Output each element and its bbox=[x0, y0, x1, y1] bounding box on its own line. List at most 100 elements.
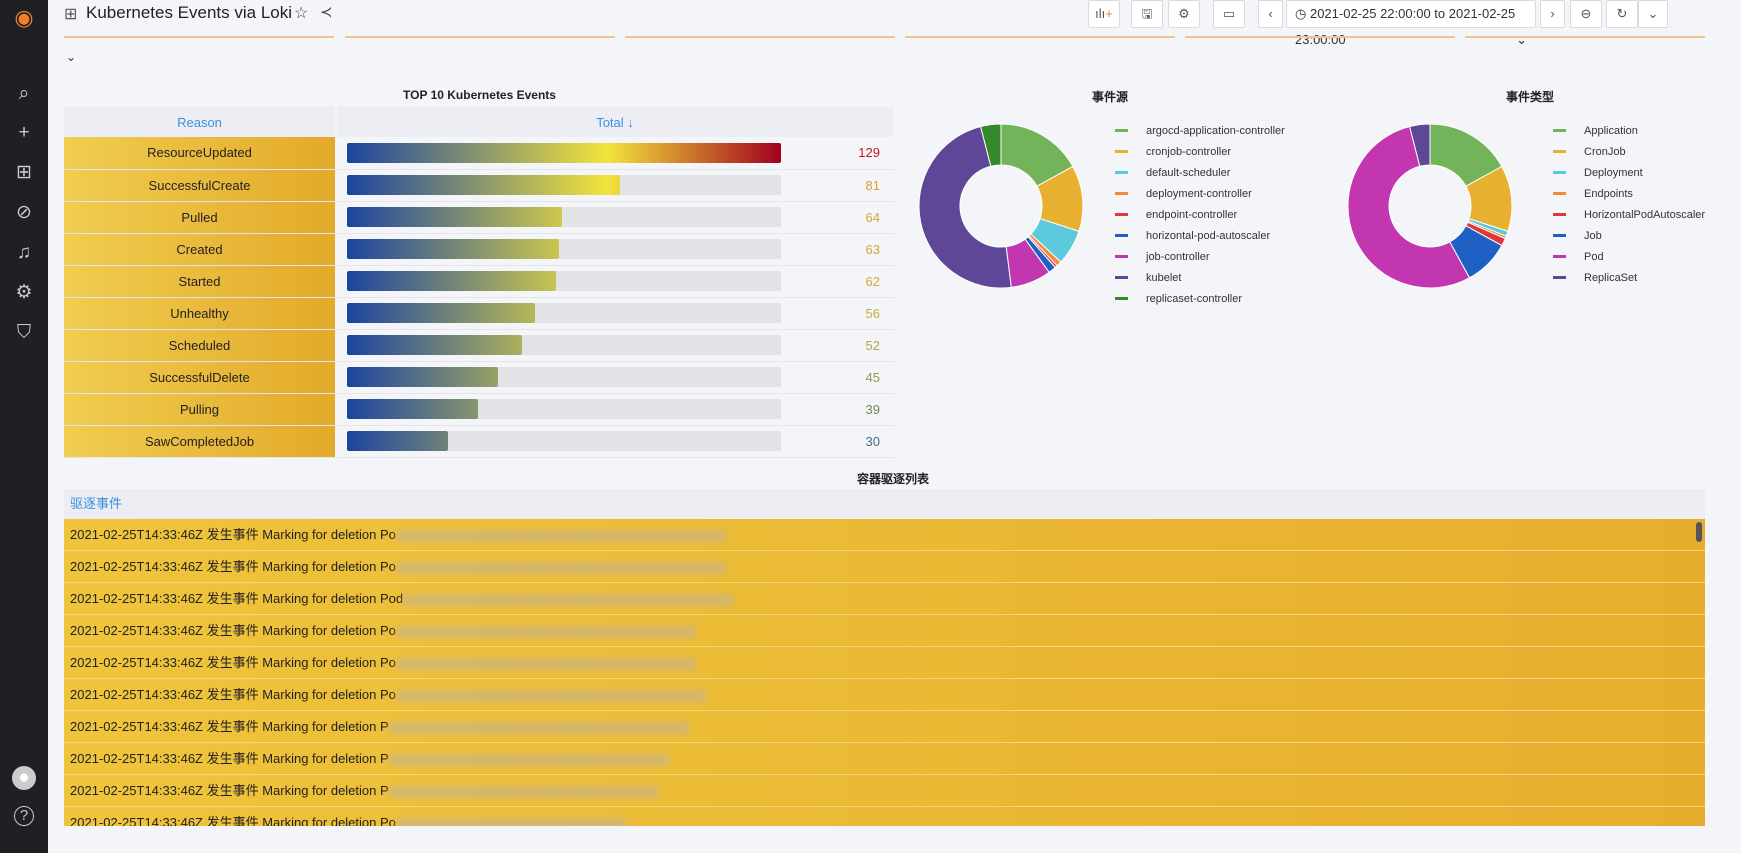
time-picker-button[interactable]: ◷ 2021-02-25 22:00:00 to 2021-02-25 23:0… bbox=[1286, 0, 1536, 47]
shield-icon[interactable]: ⛉ bbox=[16, 322, 32, 343]
time-shift-back-button[interactable]: ‹ bbox=[1258, 0, 1283, 28]
pie-slice-kubelet[interactable] bbox=[918, 125, 1012, 289]
legend-item[interactable]: CronJob bbox=[1553, 141, 1705, 162]
redacted-pod-name bbox=[395, 561, 726, 574]
legend-item[interactable]: Application bbox=[1553, 120, 1705, 141]
log-row[interactable]: 2021-02-25T14:33:46Z 发生事件 Marking for de… bbox=[64, 519, 1705, 551]
total-bar-cell bbox=[336, 233, 794, 266]
table-row: Unhealthy 56 bbox=[64, 297, 894, 330]
legend-item[interactable]: ReplicaSet bbox=[1553, 267, 1705, 288]
redacted-pod-name bbox=[395, 817, 626, 826]
log-row[interactable]: 2021-02-25T14:33:46Z 发生事件 Marking for de… bbox=[64, 743, 1705, 775]
bar-gauge-fill bbox=[347, 207, 563, 227]
legend-item[interactable]: Job bbox=[1553, 225, 1705, 246]
dashboard-settings-button[interactable]: ⚙ bbox=[1168, 0, 1200, 28]
dashboard-navbar: ⊞ Kubernetes Events via Loki ☆ ≺ ılı+ 🖫 … bbox=[48, 0, 1741, 47]
time-shift-forward-button[interactable]: › bbox=[1540, 0, 1565, 28]
reason-cell: SuccessfulDelete bbox=[64, 361, 337, 394]
total-value: 81 bbox=[794, 169, 894, 202]
scrollbar-thumb[interactable] bbox=[1696, 522, 1702, 542]
dashboards-icon[interactable]: ⊞ bbox=[16, 162, 32, 183]
legend-item[interactable]: Deployment bbox=[1553, 162, 1705, 183]
bar-gauge-track bbox=[347, 303, 781, 323]
table-row: Started 62 bbox=[64, 265, 894, 298]
legend-swatch bbox=[1553, 255, 1566, 258]
reason-cell: ResourceUpdated bbox=[64, 137, 337, 170]
search-icon[interactable]: ⌕ bbox=[18, 83, 30, 104]
log-text: 2021-02-25T14:33:46Z 发生事件 Marking for de… bbox=[70, 591, 404, 606]
total-value: 129 bbox=[794, 137, 894, 170]
dashboard-title[interactable]: Kubernetes Events via Loki bbox=[86, 3, 293, 22]
legend-item[interactable]: replicaset-controller bbox=[1115, 288, 1285, 309]
legend-item[interactable]: Endpoints bbox=[1553, 183, 1705, 204]
tv-mode-button[interactable]: ▭ bbox=[1213, 0, 1245, 28]
legend-item[interactable]: endpoint-controller bbox=[1115, 204, 1285, 225]
explore-compass-icon[interactable]: ⊘ bbox=[16, 202, 32, 223]
log-row[interactable]: 2021-02-25T14:33:46Z 发生事件 Marking for de… bbox=[64, 775, 1705, 807]
log-text: 2021-02-25T14:33:46Z 发生事件 Marking for de… bbox=[70, 783, 389, 798]
legend-swatch bbox=[1115, 297, 1128, 300]
total-bar-cell bbox=[336, 393, 794, 426]
log-row[interactable]: 2021-02-25T14:33:46Z 发生事件 Marking for de… bbox=[64, 807, 1705, 826]
pie-slice-pod[interactable] bbox=[1347, 125, 1471, 289]
share-icon[interactable]: ≺ bbox=[320, 4, 333, 21]
legend-label: deployment-controller bbox=[1146, 187, 1252, 200]
reason-cell: Created bbox=[64, 233, 337, 266]
refresh-interval-dropdown[interactable]: ⌄ bbox=[1638, 0, 1668, 28]
event-source-legend: argocd-application-controller cronjob-con… bbox=[1115, 120, 1285, 309]
bar-gauge-fill bbox=[347, 271, 556, 291]
plus-icon[interactable]: + bbox=[18, 122, 30, 143]
redacted-pod-name bbox=[395, 689, 706, 702]
reason-cell: SuccessfulCreate bbox=[64, 169, 337, 202]
log-row[interactable]: 2021-02-25T14:33:46Z 发生事件 Marking for de… bbox=[64, 679, 1705, 711]
pie-slice-replicaset[interactable] bbox=[1408, 123, 1431, 167]
column-header-total[interactable]: Total ↓ bbox=[336, 107, 895, 137]
save-dashboard-button[interactable]: 🖫 bbox=[1131, 0, 1163, 28]
legend-item[interactable]: job-controller bbox=[1115, 246, 1285, 267]
legend-item[interactable]: deployment-controller bbox=[1115, 183, 1285, 204]
legend-swatch bbox=[1553, 234, 1566, 237]
help-icon[interactable]: ? bbox=[14, 806, 34, 826]
legend-item[interactable]: cronjob-controller bbox=[1115, 141, 1285, 162]
legend-item[interactable]: argocd-application-controller bbox=[1115, 120, 1285, 141]
star-icon[interactable]: ☆ bbox=[294, 5, 309, 22]
add-panel-button[interactable]: ılı+ bbox=[1088, 0, 1120, 28]
column-header-reason[interactable]: Reason bbox=[64, 107, 337, 137]
total-value: 64 bbox=[794, 201, 894, 234]
total-value: 56 bbox=[794, 297, 894, 330]
log-row[interactable]: 2021-02-25T14:33:46Z 发生事件 Marking for de… bbox=[64, 711, 1705, 743]
log-row[interactable]: 2021-02-25T14:33:46Z 发生事件 Marking for de… bbox=[64, 583, 1705, 615]
log-row[interactable]: 2021-02-25T14:33:46Z 发生事件 Marking for de… bbox=[64, 551, 1705, 583]
legend-item[interactable]: horizontal-pod-autoscaler bbox=[1115, 225, 1285, 246]
legend-label: kubelet bbox=[1146, 271, 1182, 284]
refresh-button[interactable]: ↻ bbox=[1606, 0, 1638, 28]
legend-swatch bbox=[1115, 255, 1128, 258]
legend-label: replicaset-controller bbox=[1146, 292, 1242, 305]
row-collapse-chevron-icon[interactable]: ⌄ bbox=[66, 50, 77, 64]
legend-item[interactable]: Pod bbox=[1553, 246, 1705, 267]
total-value: 39 bbox=[794, 393, 894, 426]
legend-item[interactable]: HorizontalPodAutoscaler bbox=[1553, 204, 1705, 225]
reason-cell: Unhealthy bbox=[64, 297, 337, 330]
legend-item[interactable]: kubelet bbox=[1115, 267, 1285, 288]
pie-slice-replicaset-controller[interactable] bbox=[979, 123, 1002, 167]
table-row: ResourceUpdated 129 bbox=[64, 137, 894, 170]
variable-row-divider bbox=[64, 36, 334, 38]
legend-item[interactable]: default-scheduler bbox=[1115, 162, 1285, 183]
grafana-logo-icon[interactable]: ◉ bbox=[14, 5, 34, 30]
user-avatar[interactable]: ● bbox=[12, 766, 36, 790]
configuration-gear-icon[interactable]: ⚙ bbox=[15, 282, 33, 303]
log-row[interactable]: 2021-02-25T14:33:46Z 发生事件 Marking for de… bbox=[64, 647, 1705, 679]
legend-label: horizontal-pod-autoscaler bbox=[1146, 229, 1271, 242]
log-row[interactable]: 2021-02-25T14:33:46Z 发生事件 Marking for de… bbox=[64, 615, 1705, 647]
log-text: 2021-02-25T14:33:46Z 发生事件 Marking for de… bbox=[70, 719, 389, 734]
total-bar-cell bbox=[336, 329, 794, 362]
legend-label: Endpoints bbox=[1584, 187, 1633, 200]
alerting-bell-icon[interactable]: ♫ bbox=[16, 242, 32, 263]
legend-label: Application bbox=[1584, 124, 1638, 137]
zoom-out-button[interactable]: ⊖ bbox=[1570, 0, 1602, 28]
total-value: 62 bbox=[794, 265, 894, 298]
eviction-list-panel-title: 容器驱逐列表 bbox=[856, 472, 929, 486]
column-header-eviction-events[interactable]: 驱逐事件 bbox=[64, 489, 1705, 519]
bar-gauge-track bbox=[347, 399, 781, 419]
